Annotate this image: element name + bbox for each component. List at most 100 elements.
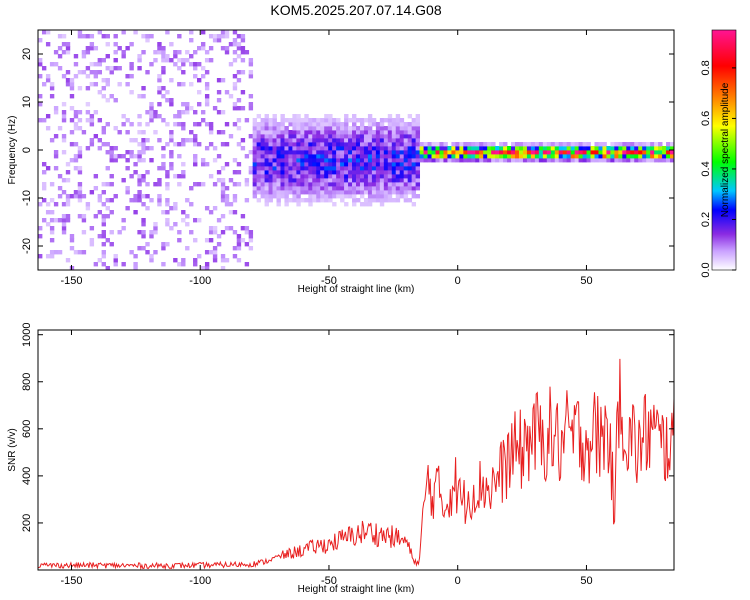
- spectrogram-cell: [65, 218, 71, 223]
- spectrogram-cell: [117, 46, 122, 51]
- spectrogram-cell: [526, 150, 532, 155]
- spectrogram-cell: [375, 174, 381, 179]
- spectrogram-cell: [280, 126, 285, 131]
- spectrogram-cell: [336, 190, 341, 195]
- spectrogram-cell: [534, 150, 540, 155]
- spectrogram-cell: [614, 150, 619, 155]
- spectrogram-cell: [284, 194, 289, 199]
- spectrogram-cell: [348, 178, 353, 183]
- spectrogram-cell: [228, 210, 234, 215]
- spectrogram-cell: [423, 154, 428, 159]
- spectrogram-cell: [137, 246, 142, 251]
- spectrogram-cell: [65, 170, 71, 175]
- spectrogram-cell: [129, 154, 134, 159]
- spectrogram-cell: [288, 186, 293, 191]
- spectrogram-cell: [264, 130, 269, 135]
- spectrogram-cell: [387, 190, 393, 195]
- spectrogram-cell: [173, 50, 178, 55]
- spectrogram-cell: [109, 210, 114, 215]
- spectrogram-cell: [244, 230, 250, 235]
- spectrogram-cell: [236, 162, 242, 167]
- spectrogram-cell: [574, 158, 580, 163]
- spectrogram-cell: [173, 114, 178, 119]
- spectrogram-cell: [391, 174, 397, 179]
- spectrogram-cell: [53, 218, 59, 223]
- spectrogram-cell: [109, 182, 114, 187]
- spectrogram-cell: [165, 90, 170, 95]
- spectrogram-cell: [518, 150, 524, 155]
- spectrogram-cell: [264, 190, 269, 195]
- spectrogram-cell: [395, 122, 401, 127]
- spectrogram-cell: [137, 190, 142, 195]
- spectrogram-cell: [141, 94, 146, 99]
- spectrogram-cell: [101, 254, 106, 259]
- spectrogram-cell: [312, 134, 317, 139]
- spectrogram-cell: [467, 154, 472, 159]
- spectrogram-cell: [375, 190, 381, 195]
- spectrogram-cell: [65, 82, 71, 87]
- spectrogram-cell: [288, 150, 293, 155]
- spectrogram-cell: [165, 174, 170, 179]
- spectrogram-cell: [618, 150, 623, 155]
- spectrogram-cell: [208, 142, 214, 147]
- spectrogram-cell: [220, 230, 226, 235]
- spectrogram-cell: [395, 170, 401, 175]
- spectrogram-cell: [200, 182, 206, 187]
- spectrogram-cell: [141, 50, 146, 55]
- spectrogram-cell: [646, 142, 651, 147]
- spectrogram-cell: [447, 158, 452, 163]
- spectrogram-cell: [141, 218, 146, 223]
- spectrogram-cell: [324, 146, 329, 151]
- spectrogram-cell: [65, 202, 71, 207]
- spectrogram-cell: [284, 126, 289, 131]
- spectrogram-cell: [328, 178, 333, 183]
- spectrogram-cell: [81, 230, 87, 235]
- spectrogram-cell: [101, 86, 106, 91]
- spectrogram-cell: [383, 130, 389, 135]
- spectrogram-cell: [272, 130, 277, 135]
- spectrogram-cell: [371, 118, 377, 123]
- spectrogram-cell: [399, 118, 405, 123]
- spectrogram-cell: [546, 150, 552, 155]
- spectrogram-cell: [340, 162, 345, 167]
- spectrogram-cell: [256, 114, 262, 119]
- spectrogram-cell: [403, 134, 409, 139]
- spectrogram-cell: [348, 150, 353, 155]
- spectrogram-cell: [348, 134, 353, 139]
- spectrogram-cell: [328, 174, 333, 179]
- spectrogram-cell: [252, 162, 258, 167]
- spectrogram-cell: [530, 154, 536, 159]
- spectrogram-cell: [391, 118, 397, 123]
- spectrogram-cell: [161, 242, 166, 247]
- spectrogram-cell: [236, 118, 242, 123]
- spectrogram-cell: [49, 254, 55, 259]
- spectrogram-cell: [328, 182, 333, 187]
- spectrogram-cell: [511, 158, 516, 163]
- spectrogram-cell: [200, 162, 206, 167]
- spectrogram-cell: [344, 122, 349, 127]
- spectrogram-cell: [395, 166, 401, 171]
- spectrogram-cell: [177, 174, 182, 179]
- spectrogram-cell: [487, 158, 492, 163]
- spectrogram-cell: [435, 142, 440, 147]
- spectrogram-cell: [403, 162, 409, 167]
- spectrogram-cell: [145, 34, 150, 39]
- spectrogram-cell: [133, 154, 138, 159]
- spectrogram-cell: [451, 158, 456, 163]
- spectrogram-cell: [530, 142, 536, 147]
- spectrogram-cell: [169, 58, 174, 63]
- spectrogram-cell: [383, 178, 389, 183]
- spectrogram-cell: [300, 126, 305, 131]
- spectrogram-cell: [383, 126, 389, 131]
- spectrogram-cell: [495, 146, 500, 151]
- spectrogram-cell: [403, 150, 409, 155]
- spectrogram-cell: [53, 202, 59, 207]
- spectrogram-cell: [193, 182, 198, 187]
- spectrogram-cell: [483, 158, 488, 163]
- spectrogram-cell: [379, 154, 385, 159]
- spectrogram-cell: [181, 170, 186, 175]
- spectrogram-cell: [352, 186, 357, 191]
- spectrogram-cell: [379, 142, 385, 147]
- spectrogram-cell: [85, 74, 91, 79]
- spectrogram-cell: [379, 118, 385, 123]
